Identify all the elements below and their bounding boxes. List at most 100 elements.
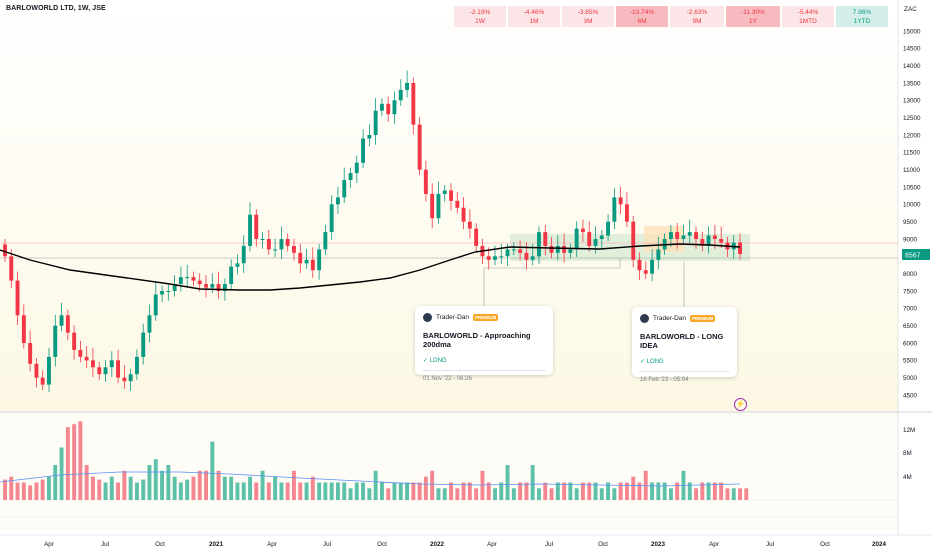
candle-body: [392, 100, 397, 115]
perf-cell-1w[interactable]: -2.19% 1W: [454, 6, 506, 27]
volume-bar: [511, 488, 516, 500]
volume-bar: [417, 482, 422, 500]
volume-bar: [392, 482, 397, 500]
candle-body: [637, 259, 642, 271]
perf-cell-9m[interactable]: -2.63% 9M: [670, 6, 724, 27]
candle-body: [511, 249, 516, 251]
perf-period: 1Y: [749, 18, 757, 25]
volume-bar: [292, 470, 296, 500]
time-tick-label: Apr: [267, 541, 277, 548]
candle-body: [3, 244, 7, 257]
idea-card-1[interactable]: Trader-Dan PREMIUM BARLOWORLD - Approachi…: [415, 306, 553, 382]
candle-body: [612, 197, 617, 222]
idea-card-2[interactable]: Trader-Dan PREMIUM BARLOWORLD - LONG IDEA…: [632, 307, 737, 383]
direction-label: LONG: [646, 359, 664, 365]
candle-body: [499, 256, 504, 258]
price-tick-label: 14500: [903, 46, 921, 53]
volume-bar: [279, 482, 284, 500]
volume-bar: [222, 476, 227, 500]
time-tick-label: 2022: [430, 541, 445, 548]
volume-bar: [581, 482, 585, 500]
time-tick-label: Oct: [377, 541, 387, 548]
candle-body: [260, 239, 265, 240]
volume-bar: [21, 482, 26, 500]
candle-body: [474, 228, 479, 246]
perf-period: 3M: [583, 18, 593, 25]
volume-bar: [706, 482, 711, 500]
candle-body: [304, 259, 309, 264]
candle-body: [618, 197, 623, 205]
price-tick-label: 5500: [903, 358, 918, 365]
candle-body: [687, 232, 692, 236]
perf-cell-1y[interactable]: -11.30% 1Y: [726, 6, 780, 27]
candles: [3, 70, 742, 393]
volume-bar: [505, 465, 510, 500]
candle-body: [417, 124, 422, 170]
perf-cell-1ytd[interactable]: 7.96% 1YTD: [836, 6, 888, 27]
volume-bar: [675, 482, 680, 500]
lightning-icon[interactable]: ⚡: [734, 398, 747, 411]
direction-label: LONG: [429, 358, 447, 364]
volume-bar: [122, 470, 127, 500]
volume-bar: [467, 482, 472, 500]
price-tick-label: 13500: [903, 80, 921, 87]
volume-bar: [631, 476, 636, 500]
time-tick-label: Oct: [155, 541, 165, 548]
perf-value: -2.63%: [686, 9, 708, 16]
price-tick-label: 12000: [903, 132, 921, 139]
volume-bar: [241, 482, 246, 500]
candle-body: [568, 249, 573, 253]
avatar: [423, 313, 432, 322]
perf-value: 7.96%: [852, 9, 872, 16]
volume-bar: [411, 482, 416, 500]
volume-bar: [260, 470, 265, 500]
price-tick-label: 9000: [903, 236, 918, 243]
volume-bar: [637, 482, 642, 500]
candle-body: [279, 239, 284, 250]
volume-bar: [348, 488, 353, 500]
perf-cell-3m[interactable]: -3.85% 3M: [562, 6, 614, 27]
volume-axis: 4M 8M 12M: [903, 427, 915, 481]
volume-bar: [398, 482, 403, 500]
perf-cell-1m[interactable]: -4.46% 1M: [508, 6, 560, 27]
volume-bar: [593, 482, 598, 500]
symbol-title[interactable]: BARLOWORLD LTD, 1W, JSE: [6, 5, 106, 12]
perf-cell-6m[interactable]: -13.74% 6M: [616, 6, 668, 27]
candle-body: [455, 200, 460, 208]
volume-bar: [380, 482, 384, 500]
last-price-badge: [902, 249, 930, 260]
volume-bar: [625, 482, 629, 500]
candle-body: [342, 180, 347, 198]
candle-body: [34, 363, 39, 378]
candle-body: [78, 349, 83, 357]
price-tick-label: 11000: [903, 167, 921, 174]
volume-bar: [323, 482, 328, 500]
volume-bar: [725, 488, 730, 500]
volume-bar: [354, 482, 359, 500]
candle-body: [386, 103, 391, 115]
volume-bar: [712, 482, 717, 500]
candle-body: [574, 228, 579, 250]
idea-author: Trader-Dan: [653, 315, 686, 322]
candle-body: [467, 221, 472, 229]
volume-bar: [317, 482, 322, 500]
volume-bar: [178, 482, 183, 500]
candle-body: [116, 360, 120, 378]
volume-bar: [160, 470, 164, 500]
check-icon: ✓: [423, 358, 430, 364]
candle-body: [581, 228, 585, 233]
perf-cell-1mtd[interactable]: -5.44% 1MTD: [782, 6, 834, 27]
volume-bar: [147, 465, 152, 500]
candle-body: [505, 249, 510, 257]
candle-body: [461, 207, 466, 222]
candle-body: [354, 162, 359, 174]
candle-body: [694, 232, 698, 239]
idea-title: BARLOWORLD - Approaching 200dma: [423, 331, 531, 349]
perf-value: -13.74%: [629, 9, 655, 16]
volume-bar: [116, 482, 120, 500]
price-tick-label: 13000: [903, 98, 921, 105]
candle-body: [706, 235, 711, 246]
volume-bar: [442, 488, 447, 500]
